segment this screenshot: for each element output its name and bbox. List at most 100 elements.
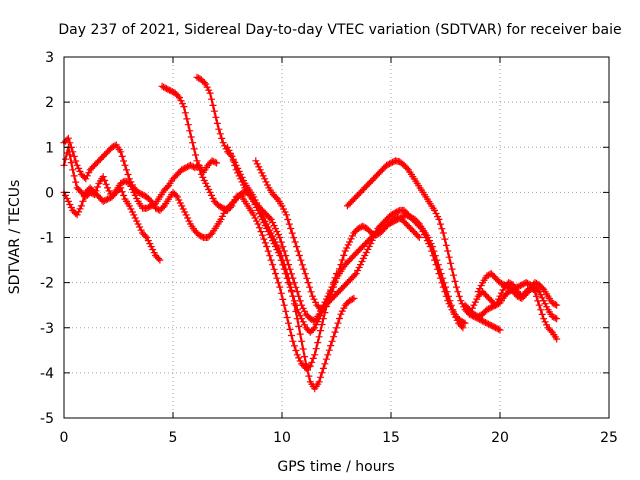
data-point-marker <box>339 283 347 291</box>
data-point-marker <box>285 261 292 269</box>
data-point-marker <box>245 188 253 196</box>
data-point-marker <box>62 191 69 199</box>
data-point-marker <box>404 211 412 219</box>
data-point-marker <box>445 300 453 308</box>
data-point-marker <box>172 191 180 199</box>
data-point-marker <box>261 239 269 247</box>
data-point-marker <box>120 157 128 165</box>
data-point-marker <box>212 113 220 121</box>
data-point-marker <box>163 183 171 191</box>
data-point-marker <box>94 183 101 191</box>
data-point-marker <box>213 159 221 167</box>
data-point-marker <box>461 319 469 327</box>
data-point-marker <box>492 301 500 309</box>
data-point-marker <box>350 229 358 237</box>
data-point-marker <box>77 202 85 210</box>
data-point-marker <box>143 204 151 212</box>
data-point-marker <box>276 283 284 291</box>
data-point-marker <box>210 107 218 115</box>
x-tick-label: 15 <box>382 430 400 446</box>
data-point-marker <box>175 196 183 204</box>
data-point-marker <box>331 328 339 336</box>
data-point-marker <box>338 307 346 315</box>
series-line <box>248 191 464 329</box>
data-point-marker <box>290 342 298 350</box>
data-point-marker <box>178 166 186 174</box>
data-point-marker <box>267 215 275 223</box>
data-point-marker <box>80 193 88 201</box>
data-point-marker <box>371 230 379 238</box>
series-arc-5 <box>193 73 358 393</box>
data-point-marker <box>82 188 90 196</box>
data-point-marker <box>492 274 500 282</box>
data-point-marker <box>289 274 297 282</box>
data-point-marker <box>210 197 218 205</box>
data-point-marker <box>296 330 304 338</box>
data-point-marker <box>306 283 314 291</box>
data-point-marker <box>324 351 332 359</box>
data-point-marker <box>426 243 434 250</box>
data-point-marker <box>538 284 546 292</box>
data-point-marker <box>317 306 325 314</box>
data-point-marker <box>298 261 306 269</box>
y-tick-label: 3 <box>45 50 54 66</box>
data-point-marker <box>203 182 211 190</box>
data-point-marker <box>136 223 144 231</box>
data-point-marker <box>474 288 482 296</box>
data-point-marker <box>295 252 303 259</box>
data-point-marker <box>374 225 382 232</box>
data-point-marker <box>180 103 188 111</box>
data-point-marker <box>451 277 459 285</box>
data-point-marker <box>213 119 221 127</box>
data-point-marker <box>442 241 450 249</box>
data-point-marker <box>505 279 513 287</box>
data-point-marker <box>75 208 83 216</box>
data-point-marker <box>177 97 185 105</box>
data-point-marker <box>276 234 284 241</box>
data-point-marker <box>277 289 285 297</box>
data-point-marker <box>407 225 415 232</box>
data-point-marker <box>253 160 261 168</box>
data-point-marker <box>216 130 224 138</box>
data-point-marker <box>300 265 308 273</box>
data-point-marker <box>286 265 294 273</box>
data-point-marker <box>149 246 157 254</box>
data-point-marker <box>374 170 382 178</box>
data-point-marker <box>269 219 277 226</box>
data-point-marker <box>120 192 128 199</box>
data-point-marker <box>124 171 132 178</box>
data-point-marker <box>176 94 183 102</box>
data-point-marker <box>352 270 360 278</box>
data-point-marker <box>354 267 362 274</box>
data-point-marker <box>182 211 190 219</box>
data-point-marker <box>118 188 126 196</box>
data-point-marker <box>156 206 164 214</box>
data-point-marker <box>461 301 469 309</box>
data-point-marker <box>365 179 373 187</box>
data-point-marker <box>130 211 138 219</box>
series-arc-8 <box>252 157 469 327</box>
data-point-marker <box>280 301 288 309</box>
data-point-marker <box>333 324 340 332</box>
data-point-marker <box>444 297 452 305</box>
series-arc-2 <box>60 134 251 241</box>
data-point-marker <box>251 214 259 222</box>
series-arc-3 <box>60 157 221 219</box>
y-tick-label: 0 <box>45 185 54 201</box>
data-point-marker <box>387 211 395 219</box>
data-point-marker <box>118 152 126 160</box>
data-point-marker <box>315 333 323 341</box>
data-point-marker <box>272 194 280 202</box>
data-point-marker <box>144 237 152 245</box>
data-point-marker <box>286 283 294 291</box>
data-point-marker <box>483 319 491 327</box>
data-point-marker <box>206 188 214 196</box>
data-point-marker <box>143 234 151 241</box>
data-point-marker <box>174 92 182 100</box>
data-point-marker <box>293 351 301 359</box>
data-point-marker <box>492 324 500 332</box>
data-point-marker <box>370 234 378 241</box>
data-point-marker <box>64 197 72 205</box>
data-point-marker <box>73 161 81 169</box>
data-point-marker <box>121 161 129 169</box>
